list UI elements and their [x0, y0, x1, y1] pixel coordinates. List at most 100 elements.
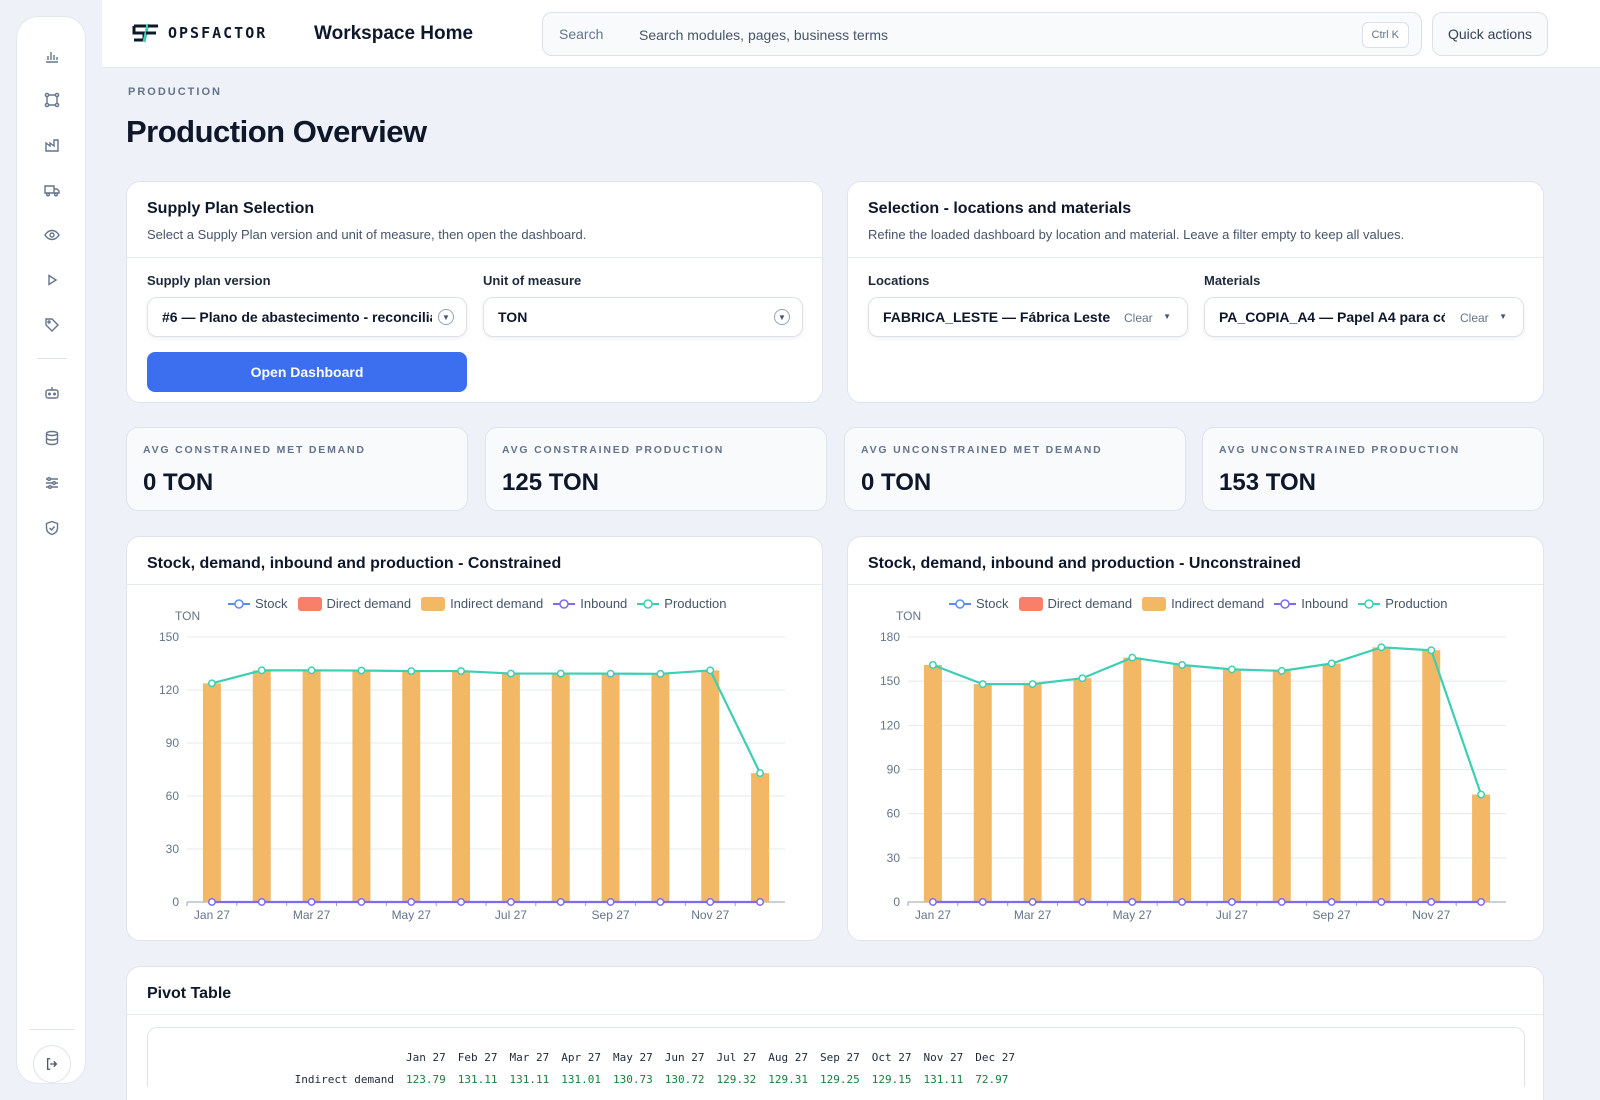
- card-subtitle: Select a Supply Plan version and unit of…: [147, 227, 587, 242]
- pivot-cell: 129.25: [820, 1072, 860, 1086]
- bar-indirect-demand: [302, 670, 321, 902]
- line-production: [932, 646, 1483, 795]
- bar-chart-icon[interactable]: [41, 45, 63, 67]
- y-axis-unit: TON: [175, 609, 200, 623]
- point-inbound: [207, 898, 216, 906]
- pivot-cell: 130.73: [613, 1072, 653, 1086]
- shield-check-icon[interactable]: [41, 517, 63, 539]
- bar-indirect-demand: [1272, 670, 1291, 902]
- kpi-label: AVG UNCONSTRAINED MET DEMAND: [861, 444, 1103, 456]
- sidebar: [16, 16, 86, 1084]
- robot-icon[interactable]: [41, 382, 63, 404]
- logo[interactable]: OPSFACTOR: [132, 22, 267, 44]
- pivot-cell: 131.11: [923, 1072, 964, 1086]
- open-dashboard-button[interactable]: Open Dashboard: [147, 352, 467, 392]
- uom-value: TON: [498, 309, 528, 325]
- pivot-column-header[interactable]: Jan 27: [406, 1050, 446, 1064]
- pivot-column-header[interactable]: Apr 27: [561, 1050, 601, 1064]
- locations-clear-button[interactable]: Clear: [1124, 311, 1153, 325]
- pivot-cell: 123.79: [406, 1072, 446, 1086]
- point-production: [1277, 666, 1286, 675]
- pivot-column-header[interactable]: Jun 27: [664, 1050, 705, 1064]
- quick-actions-button[interactable]: Quick actions: [1432, 12, 1548, 56]
- legend-stock[interactable]: Stock: [228, 596, 288, 611]
- card-title: Selection - locations and materials: [868, 200, 1132, 217]
- pivot-column-header[interactable]: Jul 27: [716, 1050, 757, 1064]
- materials-select[interactable]: PA_COPIA_A4 — Papel A4 para cópi Clear ▼: [1204, 297, 1524, 337]
- legend-inbound[interactable]: Inbound: [1274, 596, 1348, 611]
- point-inbound: [756, 898, 765, 906]
- card-title: Supply Plan Selection: [147, 200, 315, 217]
- y-axis-unit: TON: [896, 609, 921, 623]
- kpi-label: AVG CONSTRAINED PRODUCTION: [502, 444, 725, 456]
- pivot-cell: 131.11: [509, 1072, 550, 1086]
- point-inbound: [506, 898, 515, 906]
- point-inbound: [307, 898, 316, 906]
- materials-value: PA_COPIA_A4 — Papel A4 para cópi: [1219, 309, 1445, 325]
- legend-stock[interactable]: Stock: [949, 596, 1009, 611]
- pivot-column-header[interactable]: Nov 27: [923, 1050, 964, 1064]
- pivot-column-header[interactable]: Sep 27: [820, 1050, 860, 1064]
- eye-icon[interactable]: [41, 224, 63, 246]
- materials-clear-button[interactable]: Clear: [1460, 311, 1489, 325]
- point-production: [307, 666, 316, 675]
- database-icon[interactable]: [41, 427, 63, 449]
- search-input[interactable]: Search modules, pages, business terms: [639, 27, 889, 43]
- kpi-label: AVG UNCONSTRAINED PRODUCTION: [1219, 444, 1460, 456]
- legend-production[interactable]: Production: [637, 596, 726, 611]
- bar-indirect-demand: [252, 670, 271, 902]
- pivot-row-label: Indirect demand: [294, 1072, 394, 1086]
- pivot-table-container[interactable]: Jan 27 Feb 27 Mar 27 Apr 27 May 27 Jun 27 Jul …: [147, 1027, 1525, 1087]
- bar-indirect-demand: [352, 670, 371, 902]
- x-tick-label: Sep 27: [1313, 908, 1351, 922]
- legend-indirect-demand[interactable]: Indirect demand: [1142, 596, 1264, 611]
- pivot-cell: 130.72: [664, 1072, 705, 1086]
- network-icon[interactable]: [41, 89, 63, 111]
- sliders-icon[interactable]: [41, 472, 63, 494]
- card-divider: [127, 1014, 1543, 1015]
- pivot-column-header[interactable]: Dec 27: [975, 1050, 1015, 1064]
- caret-down-icon[interactable]: ▼: [1163, 312, 1171, 321]
- caret-down-icon[interactable]: ▼: [1499, 312, 1507, 321]
- pivot-column-header[interactable]: Mar 27: [509, 1050, 550, 1064]
- truck-icon[interactable]: [41, 179, 63, 201]
- version-select[interactable]: #6 — Plano de abastecimento - reconcilia…: [147, 297, 467, 337]
- search-shortcut-badge: Ctrl K: [1361, 22, 1409, 48]
- point-inbound: [1178, 898, 1187, 906]
- kpi-card: AVG CONSTRAINED MET DEMAND 0 TON: [126, 427, 468, 511]
- sidebar-divider: [37, 358, 67, 359]
- search-bar[interactable]: Search Search modules, pages, business t…: [542, 12, 1422, 56]
- card-divider: [848, 584, 1543, 585]
- logout-icon[interactable]: [33, 1045, 71, 1083]
- pivot-column-header[interactable]: Aug 27: [768, 1050, 808, 1064]
- x-tick-label: May 27: [1113, 908, 1153, 922]
- uom-select[interactable]: TON ▼: [483, 297, 803, 337]
- chart-card-unconstrained: Stock, demand, inbound and production - …: [847, 536, 1544, 941]
- tag-icon[interactable]: [41, 314, 63, 336]
- play-icon[interactable]: [41, 269, 63, 291]
- kpi-card: AVG CONSTRAINED PRODUCTION 125 TON: [485, 427, 827, 511]
- legend-indirect-demand[interactable]: Indirect demand: [421, 596, 543, 611]
- point-production: [1178, 661, 1187, 669]
- locations-select[interactable]: FABRICA_LESTE — Fábrica Leste Clear ▼: [868, 297, 1188, 337]
- pivot-column-header[interactable]: Feb 27: [457, 1050, 498, 1064]
- y-tick-label: 60: [166, 789, 180, 803]
- point-inbound: [928, 898, 937, 906]
- legend-inbound[interactable]: Inbound: [553, 596, 627, 611]
- legend-direct-demand[interactable]: Direct demand: [1018, 596, 1132, 611]
- bar-indirect-demand: [551, 673, 570, 902]
- pivot-cell: 129.32: [716, 1072, 757, 1086]
- bar-indirect-demand: [402, 671, 421, 902]
- pivot-column-header[interactable]: May 27: [613, 1050, 653, 1064]
- factory-icon[interactable]: [41, 134, 63, 156]
- pivot-column-header[interactable]: Oct 27: [871, 1050, 912, 1064]
- legend-direct-demand[interactable]: Direct demand: [297, 596, 411, 611]
- legend-production[interactable]: Production: [1358, 596, 1447, 611]
- x-tick-label: Mar 27: [293, 908, 331, 922]
- point-inbound: [1277, 898, 1286, 906]
- logo-text: OPSFACTOR: [168, 24, 268, 42]
- chart-legend: Stock Direct demand Indirect demand Inbo…: [228, 596, 726, 611]
- y-tick-label: 180: [880, 630, 900, 644]
- y-tick-label: 0: [172, 895, 179, 909]
- chart-legend: Stock Direct demand Indirect demand Inbo…: [949, 596, 1447, 611]
